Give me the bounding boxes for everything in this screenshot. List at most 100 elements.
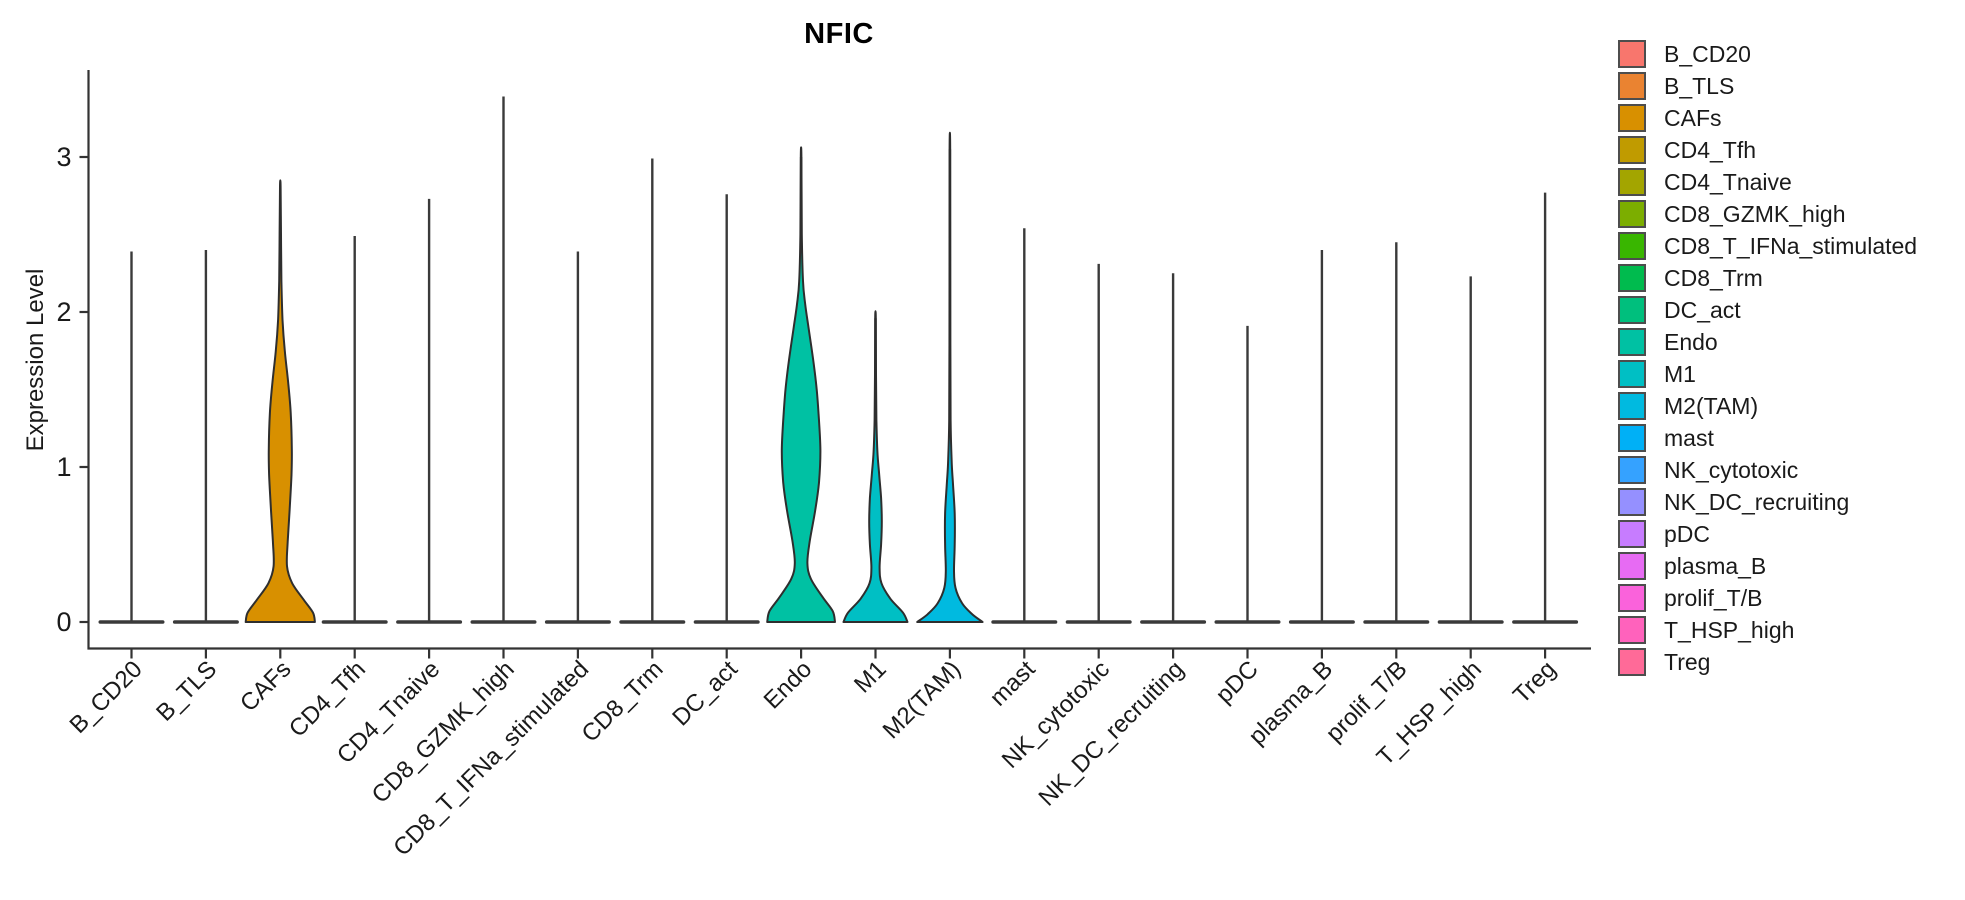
legend-item: CD4_Tfh	[1618, 134, 1917, 166]
violin-zero-line	[619, 620, 686, 624]
violin-zero-line	[693, 620, 760, 624]
violin-zero-line	[1288, 620, 1355, 624]
legend-swatch	[1618, 616, 1646, 644]
legend-swatch	[1618, 104, 1646, 132]
legend-label: NK_DC_recruiting	[1664, 488, 1850, 515]
legend-swatch	[1618, 648, 1646, 676]
violin-zero-line	[98, 620, 165, 624]
violin-zero-line	[544, 620, 611, 624]
x-tick-label: M1	[849, 656, 892, 699]
legend-swatch	[1618, 200, 1646, 228]
legend-item: B_CD20	[1618, 38, 1917, 70]
y-tick-label: 3	[56, 142, 71, 172]
violin-body	[244, 179, 316, 623]
legend-label: CD8_GZMK_high	[1664, 200, 1846, 227]
violin-body	[766, 146, 836, 623]
x-tick-label: B_TLS	[151, 656, 222, 727]
legend-label: CD8_Trm	[1664, 264, 1763, 291]
legend-item: M2(TAM)	[1618, 390, 1917, 422]
violin-body	[842, 310, 909, 623]
legend-item: CAFs	[1618, 102, 1917, 134]
legend-label: Endo	[1664, 328, 1718, 355]
legend-label: M1	[1664, 360, 1696, 387]
legend-label: DC_act	[1664, 296, 1741, 323]
legend-label: CD8_T_IFNa_stimulated	[1664, 232, 1918, 259]
legend-label: CAFs	[1664, 104, 1722, 131]
violin-zero-line	[1140, 620, 1207, 624]
violin-zero-line	[1512, 620, 1579, 624]
legend-label: plasma_B	[1664, 552, 1767, 579]
y-tick-label: 1	[56, 452, 71, 482]
violin-zero-line	[1214, 620, 1281, 624]
violin-zero-line	[470, 620, 537, 624]
violin-zero-line	[1065, 620, 1132, 624]
legend-swatch	[1618, 520, 1646, 548]
legend-label: B_CD20	[1664, 40, 1751, 67]
x-tick-label: CD8_GZMK_high	[367, 656, 520, 809]
legend-label: NK_cytotoxic	[1664, 456, 1799, 483]
legend-item: mast	[1618, 422, 1917, 454]
legend-item: DC_act	[1618, 294, 1917, 326]
legend-label: pDC	[1664, 520, 1711, 547]
legend-item: Endo	[1618, 326, 1917, 358]
legend-swatch	[1618, 168, 1646, 196]
x-tick-label: NK_DC_recruiting	[1033, 656, 1189, 812]
legend-swatch	[1618, 392, 1646, 420]
chart-title: NFIC	[804, 18, 874, 50]
legend-swatch	[1618, 72, 1646, 100]
legend-item: plasma_B	[1618, 550, 1917, 582]
legend-swatch	[1618, 552, 1646, 580]
violin-zero-line	[321, 620, 388, 624]
legend-label: mast	[1664, 424, 1714, 451]
legend-swatch	[1618, 232, 1646, 260]
legend-item: CD8_T_IFNa_stimulated	[1618, 230, 1917, 262]
legend-swatch	[1618, 328, 1646, 356]
legend-swatch	[1618, 296, 1646, 324]
legend: B_CD20 B_TLS CAFs CD4_Tfh CD4_Tnaive CD8_GZMK…	[1618, 38, 1917, 678]
legend-item: prolif_T/B	[1618, 582, 1917, 614]
legend-label: Treg	[1664, 648, 1711, 675]
legend-label: B_TLS	[1664, 72, 1735, 99]
legend-item: CD8_Trm	[1618, 262, 1917, 294]
legend-item: B_TLS	[1618, 70, 1917, 102]
legend-label: CD4_Tnaive	[1664, 168, 1792, 195]
legend-swatch	[1618, 584, 1646, 612]
x-tick-label: CAFs	[235, 656, 297, 718]
legend-swatch	[1618, 424, 1646, 452]
legend-item: Treg	[1618, 646, 1917, 678]
legend-item: NK_DC_recruiting	[1618, 486, 1917, 518]
legend-item: T_HSP_high	[1618, 614, 1917, 646]
legend-swatch	[1618, 360, 1646, 388]
x-tick-label: M2(TAM)	[878, 656, 967, 745]
x-tick-label: B_CD20	[65, 656, 148, 739]
x-tick-label: Treg	[1508, 656, 1561, 709]
violin-zero-line	[991, 620, 1058, 624]
legend-label: T_HSP_high	[1664, 616, 1795, 643]
x-tick-label: pDC	[1211, 656, 1264, 709]
legend-label: M2(TAM)	[1664, 392, 1759, 419]
legend-swatch	[1618, 40, 1646, 68]
legend-label: CD4_Tfh	[1664, 136, 1757, 163]
legend-item: pDC	[1618, 518, 1917, 550]
y-tick-label: 2	[56, 297, 71, 327]
legend-swatch	[1618, 488, 1646, 516]
legend-item: M1	[1618, 358, 1917, 390]
x-tick-label: Endo	[759, 656, 818, 715]
legend-swatch	[1618, 264, 1646, 292]
legend-item: NK_cytotoxic	[1618, 454, 1917, 486]
violin-zero-line	[1437, 620, 1504, 624]
legend-label: prolif_T/B	[1664, 584, 1763, 611]
legend-swatch	[1618, 456, 1646, 484]
x-tick-label: mast	[985, 655, 1041, 711]
violin-body	[916, 131, 984, 623]
violin-zero-line	[396, 620, 463, 624]
legend-item: CD8_GZMK_high	[1618, 198, 1917, 230]
x-tick-label: DC_act	[667, 655, 743, 731]
legend-swatch	[1618, 136, 1646, 164]
violin-zero-line	[172, 620, 239, 624]
y-tick-label: 0	[56, 607, 71, 637]
violin-zero-line	[1363, 620, 1430, 624]
legend-item: CD4_Tnaive	[1618, 166, 1917, 198]
